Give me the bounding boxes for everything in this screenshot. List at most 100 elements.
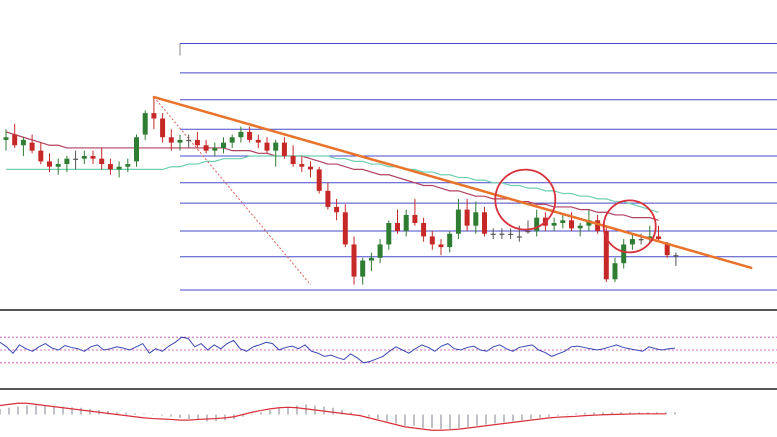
macd-histogram-bar (620, 412, 622, 415)
macd-histogram-bar (260, 412, 262, 415)
candle-body (586, 220, 592, 226)
macd-histogram-bar (62, 406, 64, 415)
candle-body (81, 156, 87, 159)
candle-body (482, 212, 487, 234)
macd-histogram-bar (629, 412, 631, 415)
candle-body (125, 164, 131, 167)
macd-histogram-bar (0, 408, 1, 415)
candle-body (142, 113, 148, 135)
macd-histogram-bar (584, 412, 586, 415)
candle-body (368, 257, 374, 261)
candle-body (673, 255, 679, 257)
macd-signal-line (0, 402, 666, 431)
candle-body (247, 131, 253, 140)
macd-histogram-bar (170, 414, 172, 417)
macd-histogram-bar (116, 412, 118, 415)
candle-body (99, 158, 105, 165)
candle-body (464, 209, 470, 226)
candle-body (64, 158, 70, 165)
macd-histogram-bar (404, 414, 406, 426)
moving-averages (5, 131, 659, 221)
candle-body (177, 139, 183, 143)
candle-body (20, 139, 26, 146)
candle-body (342, 212, 348, 245)
candle-body (160, 118, 166, 138)
candle-body (360, 260, 366, 277)
macd-histogram-bar (242, 414, 244, 417)
candle-body (308, 166, 313, 170)
candle-body (395, 223, 400, 232)
candle-body (29, 142, 35, 151)
candle-body (134, 137, 139, 162)
candlestick-series (3, 97, 679, 285)
macd-histogram-bar (143, 413, 145, 415)
candle-body (403, 214, 409, 232)
macd-histogram-bar (611, 412, 613, 415)
candle-body (638, 239, 644, 241)
macd-histogram-bar (674, 412, 676, 415)
macd-histogram-bar (71, 407, 73, 415)
candle-body (516, 236, 522, 238)
macd-histogram-bar (377, 414, 379, 419)
macd-histogram-bar (494, 414, 496, 424)
candle-body (290, 156, 296, 165)
macd-histogram-bar (296, 405, 298, 415)
candle-body (386, 223, 392, 245)
candle-body (603, 231, 609, 280)
macd-histogram-bar (161, 414, 163, 416)
rsi-panel (0, 336, 777, 364)
highlight-circles (494, 168, 657, 254)
macd-histogram-bar (368, 414, 370, 417)
candle-body (412, 214, 418, 223)
macd-histogram-bar (521, 414, 523, 421)
candle-body (3, 137, 9, 140)
candle-body (186, 139, 192, 142)
macd-histogram-bar (512, 414, 514, 422)
candle-body (569, 220, 574, 229)
candle-body (325, 190, 331, 207)
fibonacci-trend-line (153, 96, 311, 285)
candle-body (273, 142, 279, 151)
highlight-circle (494, 168, 557, 231)
candle-body (221, 142, 226, 148)
macd-histogram-bar (566, 414, 568, 415)
macd-histogram-bar (152, 414, 154, 415)
highlight-circle (602, 199, 657, 254)
macd-histogram-bar (197, 414, 199, 421)
candle-body (664, 244, 670, 256)
candle-body (334, 206, 340, 213)
candle-body (438, 244, 444, 248)
candle-body (499, 233, 505, 235)
candle-body (73, 158, 79, 160)
macd-histogram-bar (188, 414, 190, 419)
macd-histogram-bar (125, 412, 127, 415)
candle-body (473, 212, 479, 226)
candle-body (107, 164, 113, 170)
macd-histogram-bar (278, 407, 280, 415)
macd-histogram-bar (80, 407, 82, 415)
candle-body (316, 169, 322, 191)
moving-average-line (6, 155, 659, 213)
macd-histogram-bar (476, 414, 478, 426)
fibonacci-levels (179, 42, 777, 291)
candle-body (238, 131, 244, 138)
candle-body (229, 137, 235, 143)
macd-histogram-bar (386, 414, 388, 422)
candle-body (151, 113, 157, 119)
macd-panel (0, 402, 676, 431)
macd-histogram-bar (539, 414, 541, 418)
macd-histogram-bar (458, 414, 460, 428)
macd-histogram-bar (431, 414, 433, 428)
candle-body (525, 231, 531, 233)
candle-body (534, 217, 540, 232)
macd-histogram-bar (575, 413, 577, 415)
macd-histogram-bar (341, 410, 343, 415)
macd-histogram-bar (422, 414, 424, 428)
candle-body (299, 164, 305, 167)
macd-histogram-bar (17, 406, 19, 415)
candle-body (429, 236, 435, 245)
candle-body (455, 209, 461, 234)
candle-body (621, 244, 627, 264)
candle-body (595, 220, 601, 232)
